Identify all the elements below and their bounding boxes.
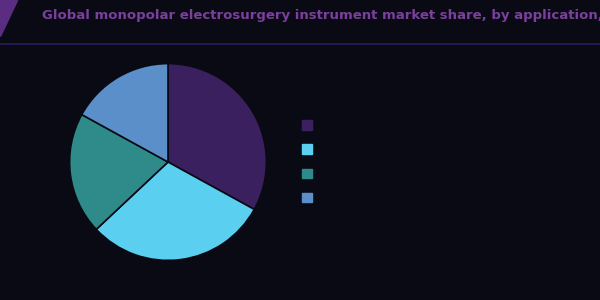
Legend: General Surgery, Gynecology, Cardiovascular, Orthopedics: General Surgery, Gynecology, Cardiovascu… xyxy=(302,119,425,205)
Wedge shape xyxy=(168,64,266,209)
Wedge shape xyxy=(82,64,168,162)
Wedge shape xyxy=(70,115,168,230)
Text: Global monopolar electrosurgery instrument market share, by application, 2019 (%: Global monopolar electrosurgery instrume… xyxy=(42,9,600,22)
Wedge shape xyxy=(96,162,254,260)
